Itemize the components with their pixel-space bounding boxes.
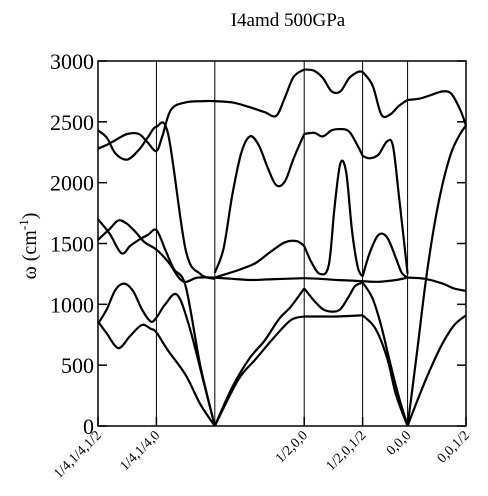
y-axis-label-main: ω (cm bbox=[19, 230, 41, 280]
branch-line-13 bbox=[304, 314, 363, 318]
branch-line-18 bbox=[361, 281, 409, 427]
branch-line-15 bbox=[304, 277, 363, 283]
branch-line-14 bbox=[303, 159, 364, 278]
branch-line-4 bbox=[97, 121, 216, 280]
branch-line-16 bbox=[304, 127, 364, 157]
branch-line-25 bbox=[406, 124, 467, 427]
plot-frame bbox=[97, 60, 467, 427]
branch-line-19 bbox=[361, 314, 409, 427]
branch-line-21 bbox=[362, 276, 408, 283]
branch-line-20 bbox=[361, 232, 409, 279]
k-point-dividers bbox=[155, 61, 409, 426]
branch-line-23 bbox=[361, 71, 409, 119]
y-axis-label: ω (cm-1) bbox=[16, 213, 41, 280]
x-tick-label-1: 1/4,1/4,0 bbox=[117, 428, 163, 474]
y-ticks: 0 500 1000 1500 2000 2500 3000 bbox=[50, 49, 466, 439]
branch-line-0 bbox=[97, 320, 216, 427]
y-tick-label-3: 1500 bbox=[50, 232, 94, 257]
branch-line-22 bbox=[362, 138, 409, 275]
y-axis-label-sup: -1 bbox=[16, 219, 31, 230]
x-tick-label-5: 0,0,1/2 bbox=[435, 428, 473, 466]
x-tick-label-2: 1/2,0,0 bbox=[273, 428, 311, 466]
y-tick-label-2: 1000 bbox=[50, 292, 94, 317]
svg-text:ω (cm-1): ω (cm-1) bbox=[16, 213, 41, 280]
y-tick-label-0: 0 bbox=[83, 414, 94, 439]
y-tick-label-6: 3000 bbox=[50, 49, 94, 74]
branch-line-27 bbox=[407, 90, 468, 126]
x-tick-label-4: 0,0,0 bbox=[384, 428, 414, 458]
branch-line-24 bbox=[406, 314, 467, 427]
branch-line-11 bbox=[214, 68, 305, 118]
branch-line-12 bbox=[303, 281, 364, 313]
branch-line-7 bbox=[213, 315, 305, 427]
branch-line-17 bbox=[304, 68, 363, 95]
y-tick-label-5: 2500 bbox=[50, 110, 94, 135]
branch-line-1 bbox=[97, 282, 216, 427]
branch-line-9 bbox=[214, 276, 305, 282]
y-axis-label-close: ) bbox=[19, 213, 41, 220]
x-tick-label-0: 1/4,1/4,1/2 bbox=[51, 428, 105, 482]
branch-line-2 bbox=[97, 218, 216, 427]
dispersion-branches bbox=[97, 68, 468, 427]
y-tick-label-4: 2000 bbox=[50, 171, 94, 196]
branch-line-8 bbox=[214, 239, 305, 279]
x-tick-label-3: 1/2,0,1/2 bbox=[324, 428, 370, 474]
chart-title: I4amd 500GPa bbox=[231, 10, 346, 31]
branch-line-3 bbox=[97, 219, 215, 283]
branch-line-10 bbox=[213, 133, 306, 274]
y-tick-label-1: 500 bbox=[61, 353, 94, 378]
branch-line-26 bbox=[407, 276, 467, 292]
branch-line-5 bbox=[97, 99, 215, 153]
branch-line-6 bbox=[213, 287, 306, 427]
